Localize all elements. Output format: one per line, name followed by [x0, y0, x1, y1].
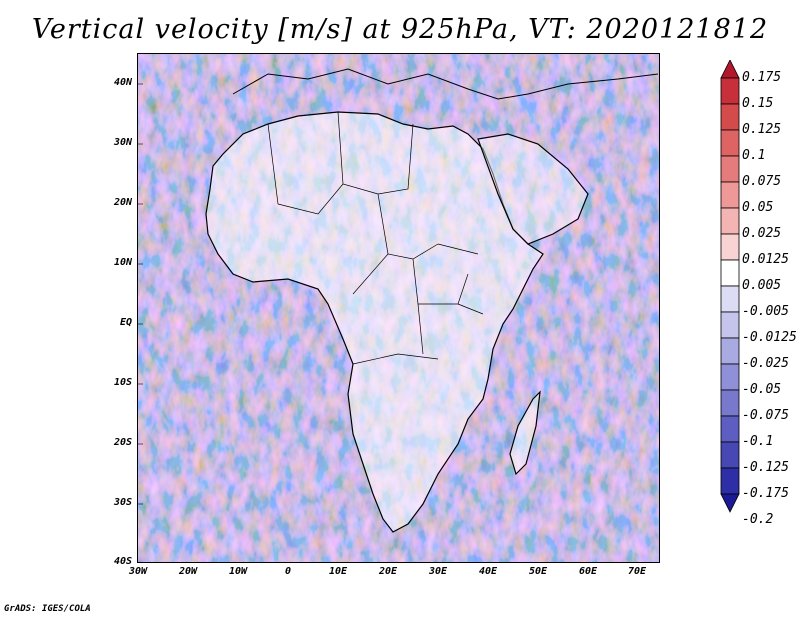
colorbar-tick-label: 0.15: [742, 96, 774, 111]
colorbar: [720, 60, 740, 513]
colorbar-tick-label: -0.025: [742, 356, 789, 371]
lat-label: EQ: [119, 317, 132, 328]
grid-ticks: [138, 83, 143, 505]
colorbar-tick-label: -0.175: [742, 486, 789, 501]
lat-label: 30N: [113, 137, 132, 148]
europe-coastline: [232, 68, 659, 100]
colorbar-tick-label: 0.05: [742, 200, 774, 215]
arabia-coastline: [477, 133, 589, 245]
colorbar-segment: [720, 155, 740, 183]
colorbar-segment: [720, 77, 740, 105]
lon-label: 20E: [378, 566, 398, 577]
lon-label: 60E: [578, 566, 598, 577]
colorbar-segment: [720, 389, 740, 417]
lat-label: 30S: [113, 497, 132, 508]
map-canvas: [138, 54, 659, 562]
colorbar-segment: [720, 363, 740, 391]
colorbar-segment: [720, 441, 740, 469]
lon-label: 10W: [228, 566, 248, 577]
colorbar-tick-label: -0.0125: [742, 330, 797, 345]
grads-credit: GrADS: IGES/COLA: [4, 604, 91, 614]
colorbar-tick-label: 0.025: [742, 226, 782, 241]
lon-label: 40E: [478, 566, 498, 577]
lat-label: 10N: [113, 257, 132, 268]
lat-label: 10S: [113, 377, 132, 388]
colorbar-segment: [720, 467, 740, 495]
lat-label: 40N: [113, 77, 132, 88]
africa-coastline: [205, 111, 544, 533]
lon-label: 70E: [627, 566, 647, 577]
madagascar-coastline: [509, 390, 541, 476]
lat-label: 40S: [113, 556, 132, 567]
country-borders: [267, 111, 484, 365]
colorbar-segment: [720, 129, 740, 157]
colorbar-tick-label: -0.05: [742, 382, 782, 397]
colorbar-segment: [720, 259, 740, 287]
colorbar-top-arrow: [720, 60, 740, 79]
colorbar-tick-label: -0.1: [742, 434, 774, 449]
colorbar-segment: [720, 337, 740, 365]
colorbar-tick-label: 0.075: [742, 174, 782, 189]
lon-label: 20W: [178, 566, 198, 577]
lat-label: 20N: [113, 197, 132, 208]
colorbar-tick-label: -0.2: [742, 512, 774, 527]
lon-label: 50E: [528, 566, 548, 577]
colorbar-segment: [720, 181, 740, 209]
colorbar-segment: [720, 233, 740, 261]
lon-label: 0: [284, 566, 292, 577]
colorbar-tick-label: 0.0125: [742, 252, 789, 267]
colorbar-bottom-arrow: [720, 493, 740, 513]
chart-title: Vertical velocity [m/s] at 925hPa, VT: 2…: [31, 14, 769, 45]
colorbar-tick-label: -0.125: [742, 460, 789, 475]
colorbar-segment: [720, 207, 740, 235]
colorbar-segment: [720, 311, 740, 339]
colorbar-tick-label: -0.005: [742, 304, 789, 319]
colorbar-tick-label: 0.005: [742, 278, 782, 293]
lon-label: 30W: [128, 566, 148, 577]
colorbar-segment: [720, 103, 740, 131]
colorbar-tick-label: 0.175: [742, 70, 782, 85]
lon-label: 30E: [428, 566, 448, 577]
lon-label: 10E: [328, 566, 348, 577]
map-plot: [137, 53, 660, 563]
lat-label: 20S: [113, 437, 132, 448]
colorbar-tick-label: 0.1: [742, 148, 766, 163]
colorbar-segment: [720, 285, 740, 313]
colorbar-tick-label: -0.075: [742, 408, 789, 423]
colorbar-tick-label: 0.125: [742, 122, 782, 137]
colorbar-segment: [720, 415, 740, 443]
